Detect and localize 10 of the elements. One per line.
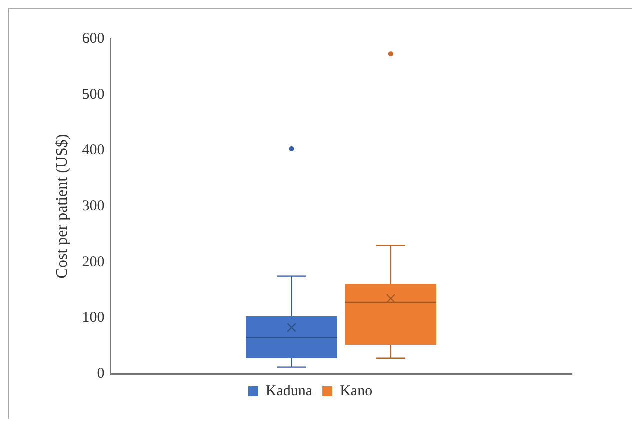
- y-tick-label: 100: [82, 310, 105, 326]
- y-tick-label: 400: [82, 142, 105, 159]
- legend-label: Kaduna: [266, 383, 313, 400]
- y-tick-label: 300: [82, 198, 105, 214]
- y-axis-title: Cost per patient (US$): [54, 134, 71, 279]
- y-tick-label: 200: [82, 254, 105, 270]
- y-tick-label: 500: [82, 86, 105, 103]
- y-tick-label: 600: [82, 30, 105, 47]
- y-tick-label: 0: [97, 366, 105, 382]
- legend-label: Kano: [340, 383, 373, 400]
